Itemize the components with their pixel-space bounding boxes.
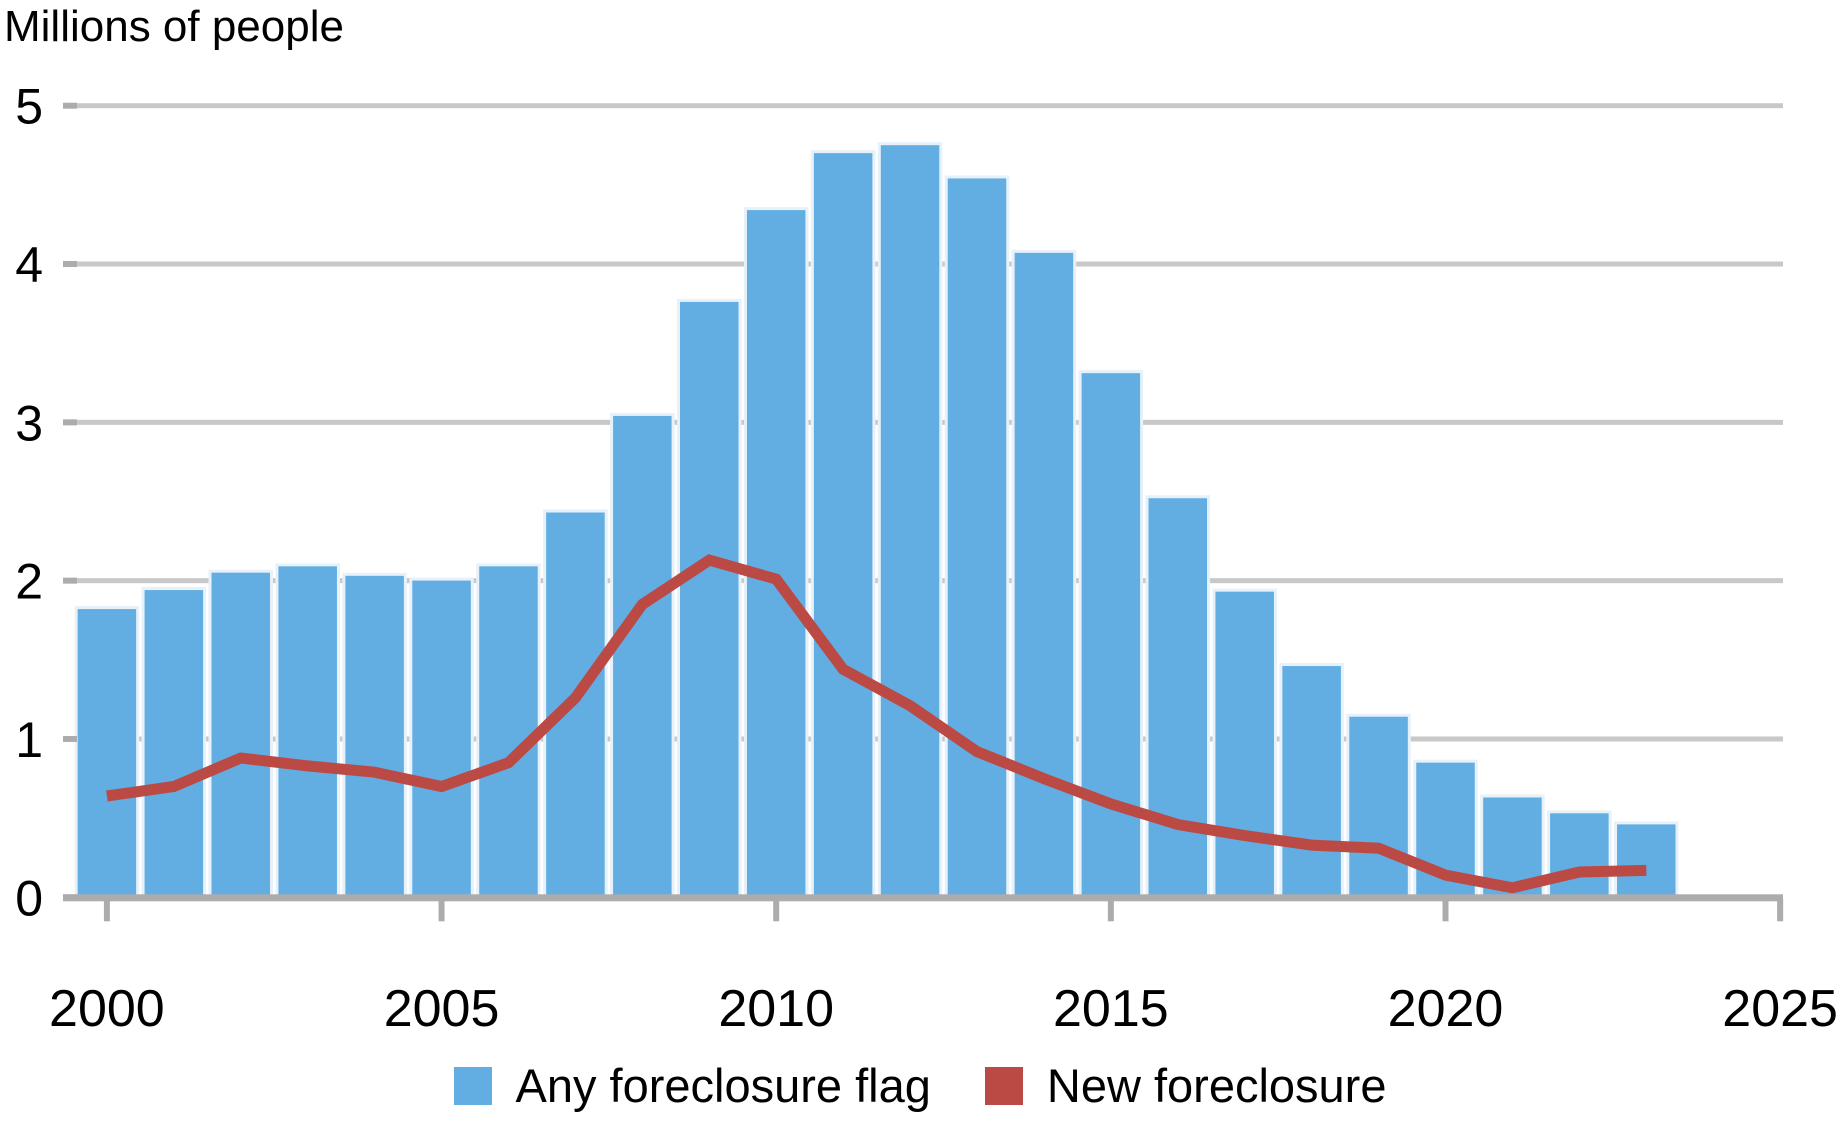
- y-tick-mark: [63, 261, 77, 268]
- x-axis-label-2020: 2020: [1388, 980, 1504, 1038]
- y-tick-mark: [63, 577, 77, 584]
- legend-swatch-red: [984, 1066, 1023, 1105]
- x-axis-line: [63, 894, 1783, 902]
- bar-2014: [1011, 249, 1077, 899]
- y-axis-label-0: 0: [15, 870, 43, 926]
- chart-legend: Any foreclosure flag New foreclosure: [0, 1058, 1840, 1113]
- bar-2001: [141, 587, 207, 899]
- x-tick-mark: [103, 899, 110, 922]
- x-axis-label-2025: 2025: [1722, 980, 1838, 1038]
- x-tick-mark: [438, 899, 445, 922]
- bar-2019: [1346, 713, 1411, 899]
- legend-item-new-foreclosure: New foreclosure: [984, 1058, 1387, 1113]
- legend-item-any-foreclosure-flag: Any foreclosure flag: [453, 1058, 931, 1113]
- y-tick-mark: [63, 735, 77, 742]
- bar-2023: [1614, 821, 1679, 899]
- y-tick-mark: [63, 894, 77, 901]
- x-axis-label-2015: 2015: [1053, 980, 1169, 1038]
- x-tick-mark: [773, 899, 780, 922]
- y-axis-label-5: 5: [15, 79, 43, 135]
- bar-2009: [677, 298, 742, 899]
- gridline: [63, 103, 1783, 109]
- x-axis-label-2010: 2010: [718, 980, 834, 1038]
- bar-2015: [1078, 370, 1144, 899]
- bar-2022: [1547, 810, 1612, 899]
- y-tick-mark: [63, 419, 77, 426]
- bar-2018: [1279, 663, 1344, 899]
- bar-2002: [208, 569, 274, 899]
- legend-swatch-blue: [453, 1066, 492, 1105]
- y-axis-label-2: 2: [15, 554, 43, 610]
- bar-2010: [743, 207, 809, 899]
- legend-label: New foreclosure: [1046, 1059, 1387, 1112]
- y-axis-label-4: 4: [15, 237, 43, 293]
- x-tick-mark: [1442, 899, 1449, 922]
- bar-2012: [877, 142, 943, 899]
- bar-2006: [476, 563, 541, 899]
- bar-2003: [275, 563, 340, 899]
- bar-2016: [1145, 495, 1211, 899]
- y-tick-mark: [63, 102, 77, 109]
- x-tick-mark: [1107, 899, 1114, 922]
- bar-2004: [342, 572, 407, 899]
- x-axis-label-2005: 2005: [384, 980, 500, 1038]
- x-tick-mark: [1777, 899, 1784, 922]
- bar-2013: [944, 175, 1010, 899]
- bar-2017: [1212, 588, 1277, 899]
- bar-2008: [610, 412, 675, 899]
- legend-label: Any foreclosure flag: [515, 1059, 931, 1112]
- bar-2000: [74, 606, 140, 899]
- bar-2005: [409, 577, 474, 899]
- y-axis-label-3: 3: [15, 395, 43, 451]
- x-axis-label-2000: 2000: [49, 980, 165, 1038]
- bar-2011: [810, 150, 876, 899]
- y-axis-label-1: 1: [15, 712, 43, 768]
- chart-title: Millions of people: [4, 2, 344, 51]
- new-foreclosure-line: [106, 554, 1647, 894]
